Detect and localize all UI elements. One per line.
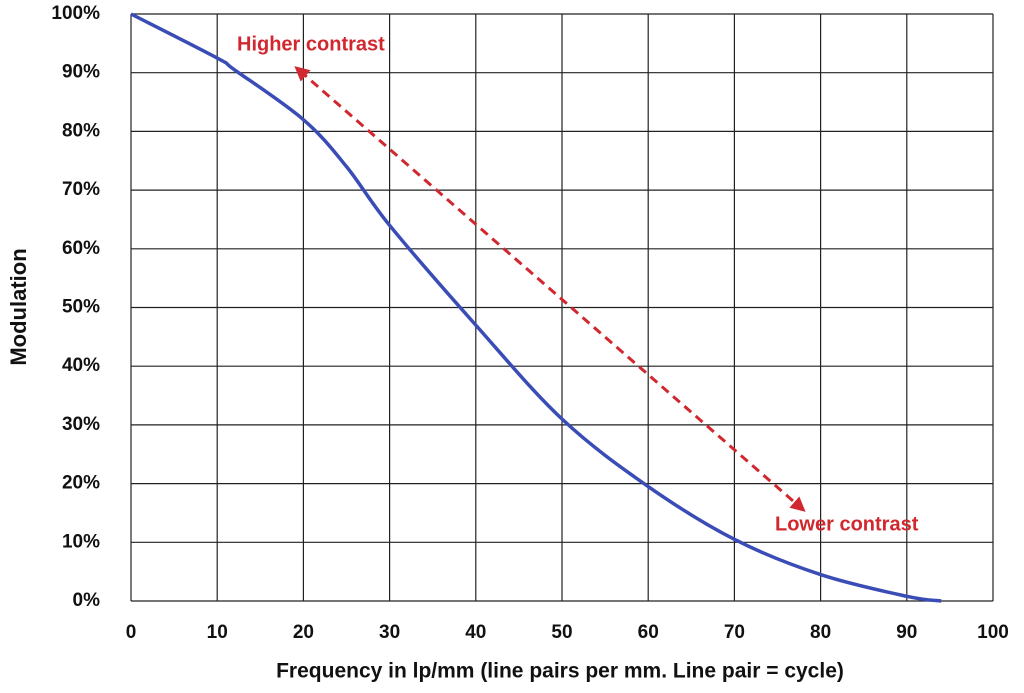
x-tick-label: 30 (379, 622, 400, 643)
y-tick-label: 60% (62, 238, 100, 259)
x-tick-label: 70 (724, 622, 745, 643)
y-tick-label: 30% (62, 414, 100, 435)
x-tick-label: 100 (977, 622, 1009, 643)
annotation: Higher contrast (237, 33, 385, 55)
y-tick-label: 20% (62, 473, 100, 494)
x-tick-label: 80 (810, 622, 831, 643)
x-tick-label: 10 (207, 622, 228, 643)
x-tick-label: 60 (638, 622, 659, 643)
annotation: Lower contrast (775, 513, 919, 535)
y-tick-label: 70% (62, 179, 100, 200)
trend-arrow (294, 66, 806, 512)
mtf-curve (130, 12, 942, 603)
x-tick-label: 50 (551, 622, 572, 643)
y-tick-label: 50% (62, 297, 100, 318)
x-axis-label: Frequency in lp/mm (line pairs per mm. L… (276, 660, 844, 683)
x-tick-label: 0 (126, 622, 137, 643)
x-tick-label: 20 (293, 622, 314, 643)
y-tick-label: 80% (62, 120, 100, 141)
y-tick-label: 90% (62, 62, 100, 83)
x-tick-label: 40 (465, 622, 486, 643)
y-tick-label: 40% (62, 355, 100, 376)
y-tick-label: 100% (51, 3, 100, 24)
y-tick-label: 10% (62, 531, 100, 552)
x-tick-label: 90 (896, 622, 917, 643)
y-tick-label: 0% (73, 590, 101, 611)
y-axis-label: Modulation (6, 248, 31, 365)
